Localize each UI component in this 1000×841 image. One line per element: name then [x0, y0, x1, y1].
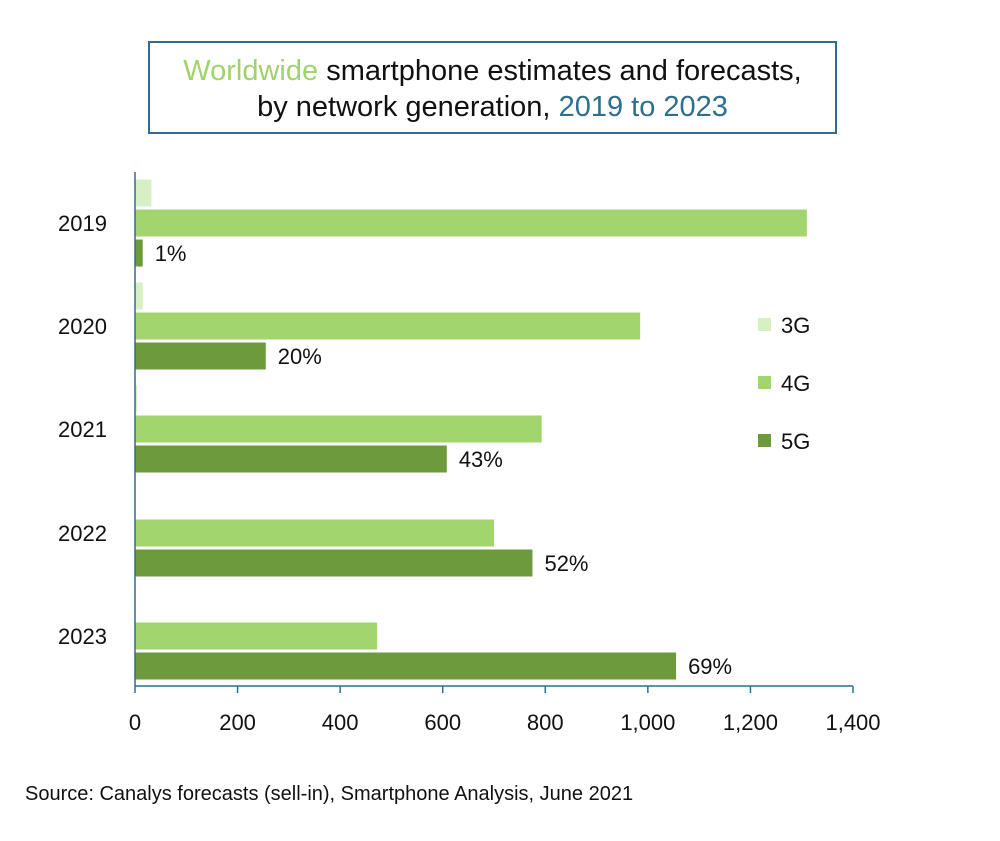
data-label-5g-2022: 52%	[544, 551, 588, 576]
legend-swatch-4g	[758, 376, 771, 389]
data-label-5g-2021: 43%	[459, 447, 503, 472]
data-label-5g-2020: 20%	[278, 344, 322, 369]
x-tick-label-1400: 1,400	[825, 710, 880, 735]
chart-title-main: smartphone estimates and forecasts,	[318, 55, 802, 87]
legend-swatch-5g	[758, 434, 771, 447]
bar-5g-2019	[135, 239, 143, 267]
legend-label-3g: 3G	[781, 313, 810, 338]
x-tick-label-600: 600	[424, 710, 461, 735]
x-tick-label-800: 800	[527, 710, 564, 735]
data-label-5g-2023: 69%	[688, 654, 732, 679]
bar-5g-2023	[135, 652, 677, 680]
legend-label-5g: 5G	[781, 429, 810, 454]
chart-title-line-1: Worldwide smartphone estimates and forec…	[150, 53, 835, 89]
data-label-5g-2019: 1%	[155, 241, 187, 266]
bar-5g-2020	[135, 342, 266, 370]
legend-label-4g: 4G	[781, 371, 810, 396]
bar-3g-2019	[135, 179, 152, 207]
chart-title-worldwide: Worldwide	[183, 55, 319, 87]
chart-title-years: 2019 to 2023	[558, 91, 728, 123]
x-tick-label-1200: 1,200	[723, 710, 778, 735]
chart-title-subtitle: by network generation,	[257, 91, 559, 123]
bar-3g-2020	[135, 282, 143, 310]
bar-5g-2022	[135, 549, 533, 577]
y-tick-label-2020: 2020	[58, 314, 107, 339]
x-tick-label-0: 0	[129, 710, 141, 735]
y-tick-label-2019: 2019	[58, 211, 107, 236]
bar-4g-2022	[135, 519, 494, 547]
bar-4g-2023	[135, 622, 378, 650]
source-note: Source: Canalys forecasts (sell-in), Sma…	[25, 783, 634, 805]
chart-title-line-2: by network generation, 2019 to 2023	[150, 89, 835, 125]
bar-4g-2021	[135, 415, 542, 443]
bar-4g-2019	[135, 209, 807, 237]
x-tick-label-400: 400	[322, 710, 359, 735]
bar-4g-2020	[135, 312, 641, 340]
legend-swatch-3g	[758, 318, 771, 331]
x-tick-label-200: 200	[219, 710, 256, 735]
bar-chart: 1% 20% 43% 52% 69% 2019 2020 2021 2022 2023 0 200 40…	[58, 172, 881, 735]
y-tick-label-2022: 2022	[58, 521, 107, 546]
y-tick-label-2021: 2021	[58, 417, 107, 442]
bar-5g-2021	[135, 445, 447, 473]
chart-title-box: Worldwide smartphone estimates and forec…	[148, 41, 837, 134]
bar-3g-2021	[135, 385, 138, 413]
y-tick-label-2023: 2023	[58, 624, 107, 649]
x-tick-label-1000: 1,000	[620, 710, 675, 735]
